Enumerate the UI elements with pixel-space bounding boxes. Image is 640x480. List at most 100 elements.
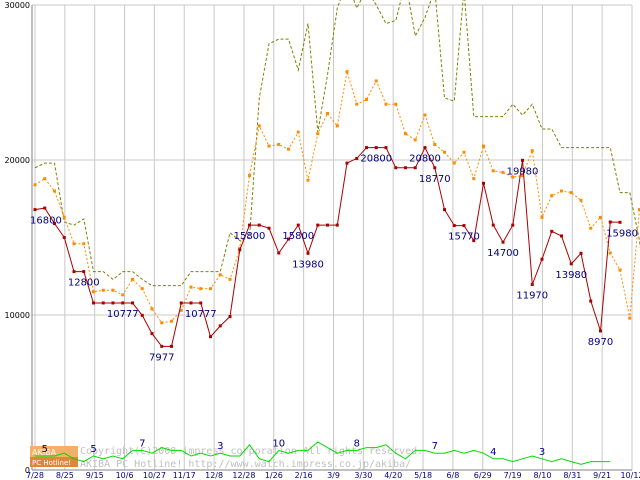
data-point-average	[355, 102, 359, 106]
data-point-min	[433, 166, 437, 170]
count-label: 4	[490, 447, 496, 458]
data-point-average	[72, 242, 76, 246]
data-point-min	[92, 301, 95, 305]
x-tick-label: 2/16	[295, 471, 313, 480]
y-tick-label: 30000	[5, 1, 30, 10]
x-tick-label: 7/28	[26, 471, 44, 480]
min-price-label: 16800	[30, 216, 62, 227]
data-point-min	[443, 208, 446, 212]
data-point-min	[199, 301, 203, 305]
data-point-average	[365, 98, 368, 102]
data-point-average	[140, 287, 144, 291]
data-point-min	[550, 229, 554, 233]
data-point-min	[140, 313, 144, 317]
min-price-label: 18770	[419, 174, 451, 185]
x-tick-label: 9/15	[86, 471, 104, 480]
data-point-min	[394, 166, 398, 170]
data-point-min	[472, 239, 476, 243]
data-point-min	[326, 223, 329, 227]
data-point-average	[423, 113, 427, 117]
data-point-min	[72, 270, 76, 274]
data-point-average	[433, 143, 437, 146]
data-point-min	[296, 223, 300, 227]
data-point-min	[452, 224, 456, 228]
data-point-average	[170, 319, 173, 323]
data-point-min	[384, 146, 388, 150]
count-label: 7	[432, 441, 438, 452]
data-point-average	[238, 246, 242, 250]
data-point-average	[316, 132, 320, 136]
data-point-min	[501, 240, 505, 244]
data-point-min	[365, 146, 368, 150]
data-point-average	[452, 161, 456, 165]
data-point-min	[540, 257, 544, 261]
min-price-label: 15800	[282, 231, 314, 242]
y-axis: 0 10000 20000 30000	[5, 1, 632, 475]
min-price-label: 7977	[149, 352, 174, 363]
count-label: 5	[42, 444, 48, 455]
data-point-min	[608, 220, 612, 224]
data-point-average	[53, 189, 56, 193]
x-tick-label: 7/19	[504, 471, 522, 480]
data-point-average	[345, 70, 349, 74]
data-point-average	[218, 273, 222, 277]
data-point-min	[209, 335, 212, 339]
data-point-average	[608, 251, 612, 255]
x-axis: 7/28 8/25 9/15 10/6 10/27 11/17 12/8 12/28 1/26 2…	[26, 471, 640, 480]
data-point-average	[443, 150, 446, 154]
data-point-min	[287, 237, 290, 241]
data-point-average	[248, 174, 251, 177]
count-label: 3	[539, 447, 545, 458]
x-tick-label: 10/6	[116, 471, 134, 480]
min-price-label: 20800	[409, 154, 441, 165]
data-point-average	[491, 169, 495, 173]
min-price-label: 10777	[107, 309, 139, 320]
akiba-logo: AKIBA PC Hotline!	[30, 446, 78, 467]
data-point-min	[599, 329, 602, 333]
data-point-min	[589, 299, 593, 303]
x-tick-label: 8/31	[563, 471, 581, 480]
data-point-min	[53, 222, 56, 226]
data-point-average	[92, 290, 95, 294]
data-point-min	[413, 166, 417, 170]
data-point-average	[228, 277, 232, 281]
data-point-average	[638, 208, 640, 212]
x-tick-label: 6/29	[474, 471, 492, 480]
data-point-min	[160, 344, 164, 348]
data-point-min	[491, 223, 495, 227]
data-point-average	[160, 321, 164, 325]
data-point-average	[189, 285, 193, 289]
data-point-min	[111, 301, 115, 305]
data-point-min	[257, 223, 261, 227]
x-tick-label: 3/9	[327, 471, 340, 480]
data-point-average	[462, 150, 466, 154]
data-point-min	[423, 146, 427, 150]
data-point-min	[179, 301, 183, 305]
data-point-min	[560, 234, 563, 238]
data-point-average	[413, 138, 417, 142]
data-point-min	[43, 206, 47, 210]
data-point-average	[589, 226, 593, 230]
copyright-line-2: AKIBA PC Hotline! http://www.watch.impre…	[80, 459, 411, 470]
x-tick-label: 11/17	[173, 471, 196, 480]
data-point-average	[618, 268, 622, 272]
data-point-average	[296, 130, 300, 134]
data-point-average	[482, 144, 485, 148]
data-point-min	[238, 248, 242, 252]
data-point-average	[511, 175, 515, 179]
x-tick-label: 5/18	[414, 471, 432, 480]
grid	[32, 4, 633, 471]
min-price-label: 10777	[185, 309, 217, 320]
data-point-min	[82, 270, 86, 274]
data-point-average	[131, 277, 134, 281]
data-point-average	[199, 287, 203, 291]
data-point-average	[404, 132, 407, 136]
data-point-average	[628, 316, 632, 320]
logo-bottom-block	[30, 457, 78, 467]
data-point-average	[599, 215, 602, 219]
y-tick-label: 0	[25, 466, 30, 475]
data-point-average	[374, 79, 378, 83]
data-point-min	[345, 161, 349, 165]
data-point-min	[579, 251, 583, 255]
data-point-min	[404, 166, 407, 170]
